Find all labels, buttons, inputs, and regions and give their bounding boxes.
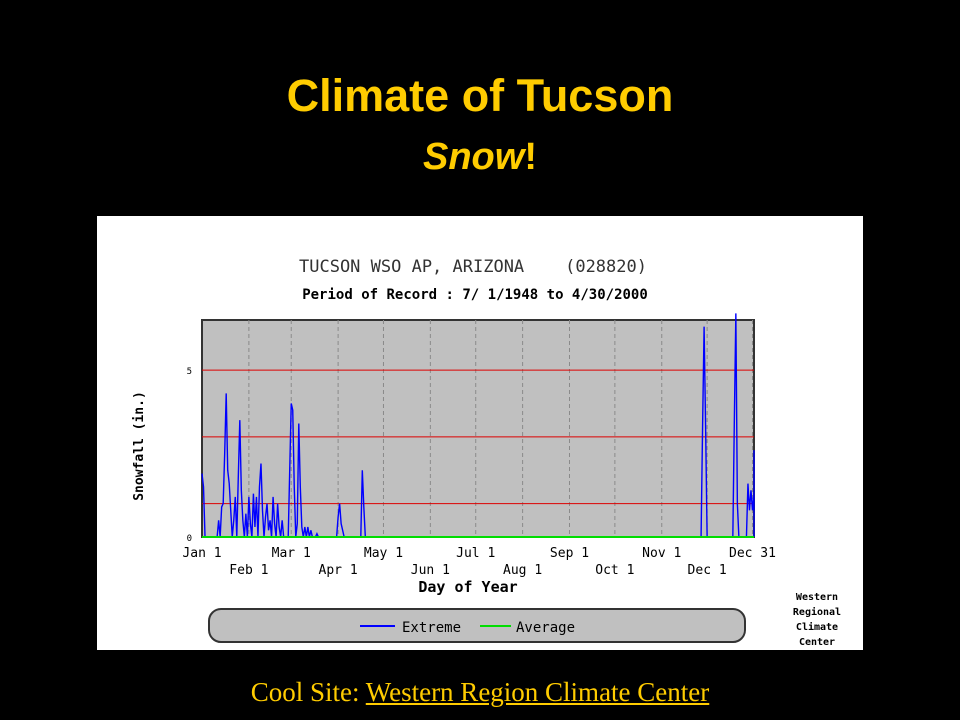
credit-line-1: Western [796,592,838,603]
x-tick-label: Nov 1 [642,546,681,561]
x-tick-label: Dec 1 [688,563,727,578]
x-ticks: Jan 1 Feb 1 Mar 1 Apr 1 May 1 Jun 1 Jul 1 Aug 1… [182,546,776,578]
y-axis-label: Snowfall (in.) [132,391,147,501]
legend-extreme-label: Extreme [402,620,461,636]
footer: Cool Site: Western Region Climate Center [0,674,960,710]
legend-average-label: Average [516,620,575,636]
x-tick-label: Mar 1 [272,546,311,561]
slide-subtitle: Snow! [0,132,960,182]
x-tick-label: Apr 1 [319,563,358,578]
reference-lines [202,369,754,505]
series-layer [201,313,755,538]
wrcc-link[interactable]: Western Region Climate Center [365,677,710,707]
y-tick-label: 0 [187,534,192,544]
x-tick-label: Sep 1 [550,546,589,561]
series-line-extreme [201,313,755,538]
x-tick-label: Jul 1 [456,546,495,561]
credit-line-3: Climate [796,621,838,633]
y-ticks: 05 [187,367,192,544]
x-tick-label: Feb 1 [229,563,268,578]
credit-line-2: Regional [793,606,841,618]
plot-area [201,319,755,538]
subtitle-suffix: ! [524,136,537,178]
x-tick-label: Jun 1 [411,563,450,578]
snowfall-chart: TUCSON WSO AP, ARIZONA (028820) Period o… [132,257,841,648]
x-tick-label: May 1 [364,546,403,561]
chart-panel: TUCSON WSO AP, ARIZONA (028820) Period o… [97,216,863,650]
subtitle-italic: Snow [423,136,525,178]
legend-box [208,608,746,643]
footer-label: Cool Site: [250,677,366,707]
x-tick-label: Dec 31 [729,546,776,561]
chart-title: TUCSON WSO AP, ARIZONA (028820) [299,257,647,277]
y-tick-label: 5 [187,367,192,377]
slide-title: Climate of Tucson [286,70,674,121]
credit-line-4: Center [799,637,835,648]
chart-subtitle: Period of Record : 7/ 1/1948 to 4/30/200… [302,287,648,303]
x-tick-label: Jan 1 [182,546,221,561]
x-tick-label: Oct 1 [595,563,634,578]
x-tick-label: Aug 1 [503,563,542,578]
x-axis-label: Day of Year [418,578,517,596]
wrcc-credit: Western Regional Climate Center [793,592,841,648]
